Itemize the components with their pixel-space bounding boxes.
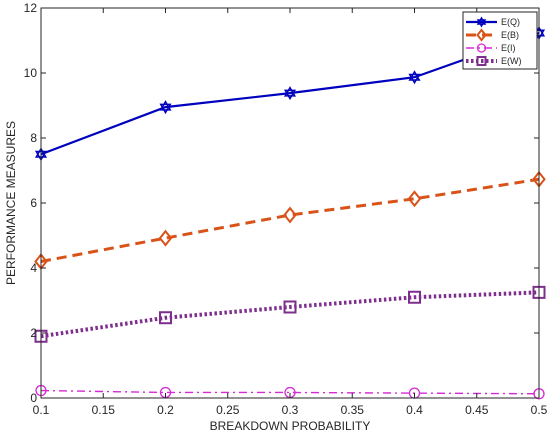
series-line-1 [40, 31, 540, 156]
data-point-series-2 [283, 206, 297, 224]
data-point-series-4 [283, 300, 297, 314]
y-tick-label: 8 [30, 131, 37, 145]
x-tick-label: 0.4 [406, 403, 423, 417]
x-axis-label: BREAKDOWN PROBABILITY [210, 419, 371, 433]
x-tick-label: 0.45 [465, 403, 489, 417]
x-tick-label: 0.35 [341, 403, 365, 417]
data-point-series-2 [407, 190, 422, 208]
data-point-series-1 [283, 86, 297, 101]
data-point-series-2 [158, 229, 173, 247]
data-point-series-1 [408, 70, 421, 85]
legend-swatch-marker [476, 28, 487, 42]
x-tick-label: 0.5 [531, 403, 548, 417]
series-line-3 [40, 389, 540, 395]
legend: E(Q) E(B) E(I) E(W) [462, 11, 538, 70]
data-point-series-4 [159, 311, 172, 325]
series-line-4 [40, 290, 540, 339]
series-line-2 [40, 177, 540, 263]
x-tick-label: 0.15 [92, 403, 116, 417]
y-tick-label: 12 [24, 1, 38, 15]
x-tick-label: 0.2 [157, 403, 174, 417]
y-tick-label: 10 [24, 66, 38, 80]
y-axis-label: PERFORMANCE MEASURES [4, 121, 18, 285]
legend-label: E(B) [501, 30, 519, 40]
legend-label: E(Q) [501, 17, 520, 27]
legend-label: E(W) [501, 56, 522, 66]
y-tick-label: 6 [30, 196, 37, 210]
x-tick-label: 0.25 [216, 403, 240, 417]
data-point-series-1 [159, 100, 172, 115]
y-tick-label: 0 [30, 391, 37, 405]
y-tick-label: 2 [30, 326, 37, 340]
legend-box [462, 11, 538, 70]
y-axis-ticks: 0 2 4 6 8 10 12 [24, 1, 539, 405]
y-tick-label: 4 [30, 261, 37, 275]
x-tick-label: 0.1 [33, 403, 50, 417]
x-axis-ticks: 0.1 0.15 0.2 0.25 0.3 0.35 0.4 0.45 0.5 [33, 8, 548, 417]
legend-swatch-marker [476, 56, 487, 66]
legend-swatch-marker [476, 16, 487, 28]
data-point-series-4 [408, 290, 421, 304]
x-tick-label: 0.3 [282, 403, 299, 417]
legend-swatch-marker [476, 43, 487, 53]
legend-label: E(I) [501, 43, 516, 53]
plot-area [41, 8, 539, 398]
